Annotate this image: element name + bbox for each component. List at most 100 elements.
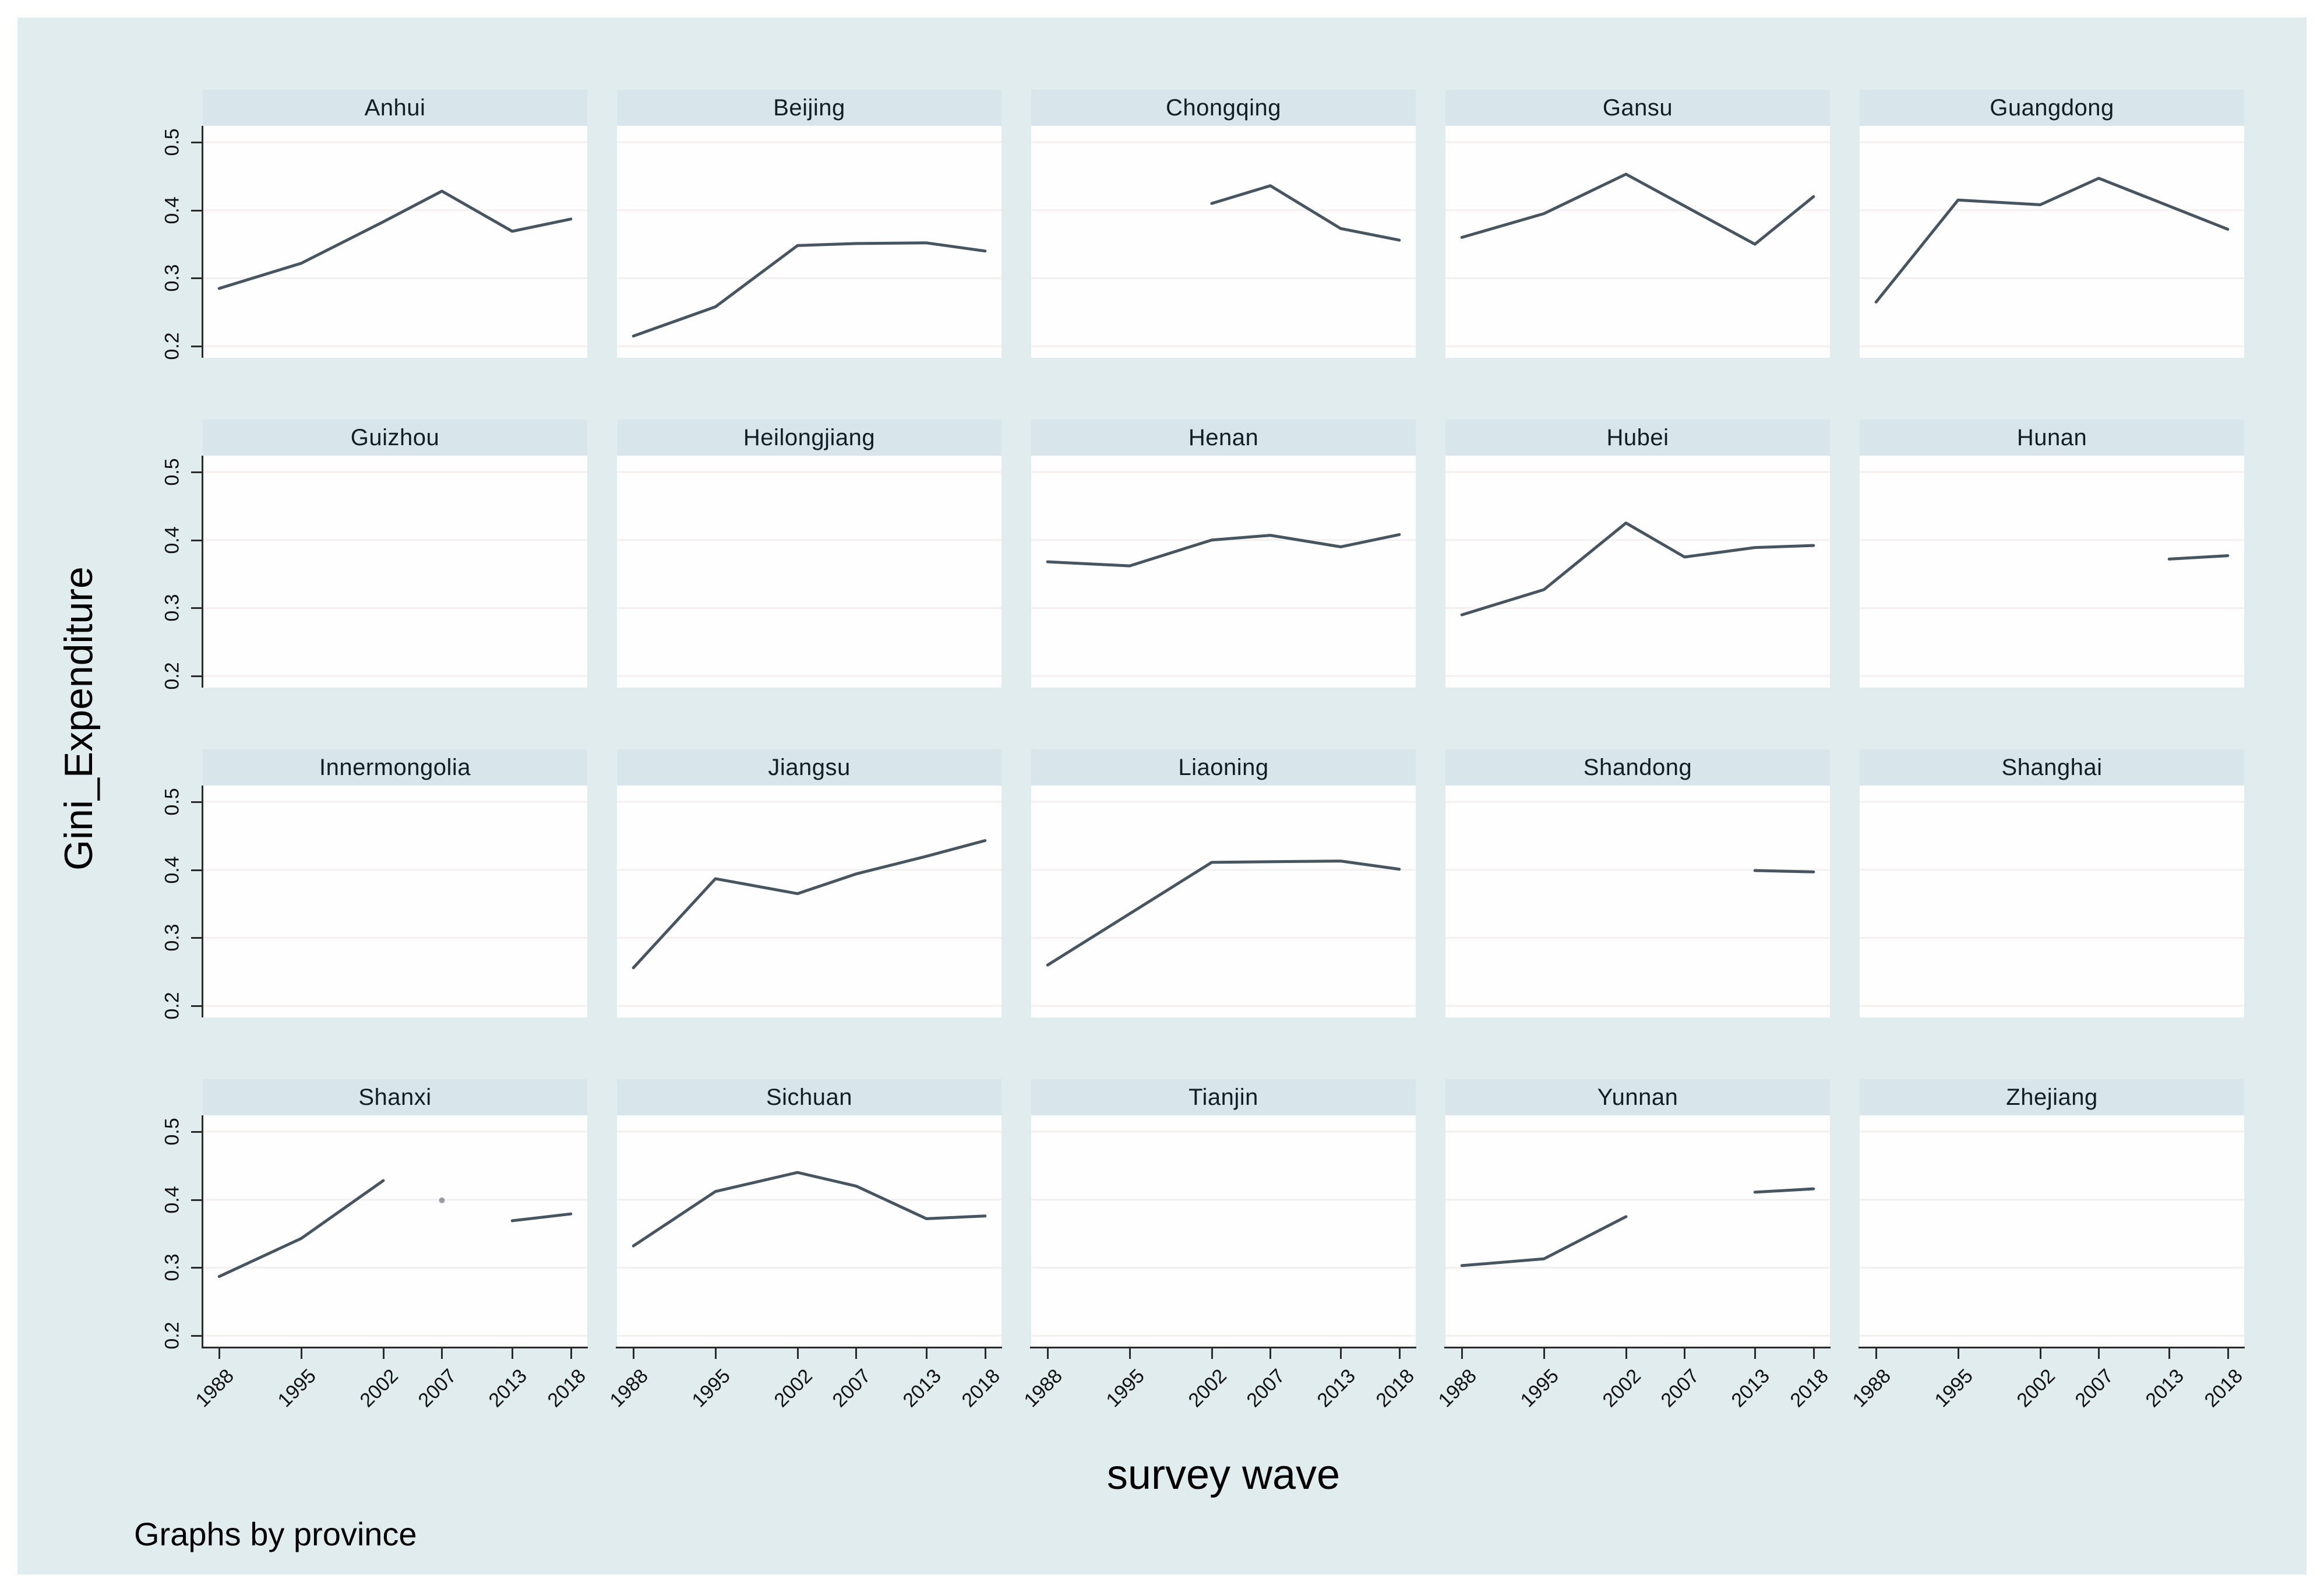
- y-axis-line: [202, 786, 203, 1017]
- y-tick-label: 0.4: [161, 526, 184, 554]
- y-tick-label: 0.2: [161, 1322, 184, 1350]
- x-axis-line: [616, 1347, 1002, 1348]
- x-tick: [984, 1348, 986, 1359]
- y-tick: [191, 142, 202, 143]
- panel-title: Shanghai: [1860, 749, 2244, 786]
- line-yunnan: [1460, 1215, 1628, 1267]
- x-tick-label: 2013: [2141, 1365, 2189, 1412]
- panel-title: Shandong: [1445, 749, 1830, 786]
- x-tick: [855, 1348, 858, 1359]
- line-liaoning: [1046, 860, 1401, 967]
- panel-chongqing: Chongqing: [1031, 90, 1416, 358]
- panel-liaoning: Liaoning: [1031, 749, 1416, 1017]
- panel-chart: [1031, 1130, 1416, 1337]
- y-axis-line: [202, 1115, 203, 1347]
- x-tick: [512, 1348, 514, 1359]
- panel-chart: [1860, 1130, 2244, 1337]
- x-tick: [2168, 1348, 2171, 1359]
- panel-title: Innermongolia: [203, 749, 587, 786]
- y-tick: [191, 539, 202, 541]
- x-tick-label: 1988: [191, 1365, 239, 1412]
- panel-beijing: Beijing: [617, 90, 1001, 358]
- panel-guizhou: Guizhou: [191, 420, 587, 688]
- line-hunan: [2167, 554, 2230, 561]
- x-axis-line: [1444, 1347, 1831, 1348]
- y-tick-label: 0.4: [161, 1186, 184, 1214]
- line-guangdong: [1874, 177, 2230, 304]
- x-tick-label: 2018: [543, 1365, 590, 1412]
- y-tick-label: 0.3: [161, 264, 184, 293]
- y-tick: [191, 1335, 202, 1337]
- line-hubei: [1460, 522, 1815, 617]
- panel-chart: [617, 1130, 1001, 1337]
- x-tick-label: 1988: [605, 1365, 653, 1412]
- panel-innermongolia: Innermongolia: [191, 749, 587, 1017]
- panel-chart: [617, 801, 1001, 1007]
- panel-shandong: Shandong: [1445, 749, 1830, 1017]
- x-axis-line: [202, 1347, 588, 1348]
- panel-title: Liaoning: [1031, 749, 1416, 786]
- x-tick-label: 1988: [1020, 1365, 1067, 1412]
- x-tick: [1461, 1348, 1463, 1359]
- panel-title: Yunnan: [1445, 1079, 1830, 1115]
- y-axis-line: [202, 456, 203, 688]
- x-tick-label: 2002: [770, 1365, 817, 1412]
- y-tick-label: 0.2: [161, 332, 184, 360]
- panel-chart: [203, 141, 587, 347]
- x-tick-label: 2002: [1598, 1365, 1645, 1412]
- y-tick-label: 0.5: [161, 128, 184, 156]
- x-axis-line: [1030, 1347, 1416, 1348]
- panel-plot: [617, 786, 1001, 1017]
- x-tick-label: 1988: [1434, 1365, 1482, 1412]
- x-tick: [2098, 1348, 2100, 1359]
- x-tick: [1625, 1348, 1627, 1359]
- y-tick: [191, 346, 202, 348]
- x-tick: [1269, 1348, 1272, 1359]
- panel-plot: [1445, 126, 1830, 358]
- line-anhui: [217, 189, 573, 290]
- x-tick-label: 2018: [1371, 1365, 1419, 1412]
- panel-chart: [203, 801, 587, 1007]
- panel-jiangsu: Jiangsu: [617, 749, 1001, 1017]
- panel-title: Guizhou: [203, 420, 587, 456]
- panel-title: Anhui: [203, 90, 587, 126]
- panel-plot: [1031, 126, 1416, 358]
- x-tick-label: 2002: [355, 1365, 403, 1412]
- y-tick-label: 0.5: [161, 788, 184, 816]
- x-tick: [382, 1348, 385, 1359]
- panel-yunnan: Yunnan: [1444, 1079, 1831, 1359]
- panel-plot: [1444, 1115, 1831, 1359]
- panel-chart: [1031, 141, 1416, 347]
- y-tick: [191, 675, 202, 678]
- y-tick: [191, 471, 202, 473]
- y-axis-title: Gini_Expenditure: [57, 566, 101, 871]
- line-sichuan: [632, 1171, 987, 1248]
- x-tick: [1340, 1348, 1342, 1359]
- panel-plot: [1031, 786, 1416, 1017]
- panel-chart: [1031, 801, 1416, 1007]
- x-tick-label: 2002: [1184, 1365, 1231, 1412]
- x-tick: [1543, 1348, 1546, 1359]
- x-tick-label: 1995: [1516, 1365, 1563, 1412]
- x-tick: [715, 1348, 717, 1359]
- line-shanxi: [510, 1212, 573, 1223]
- y-tick: [191, 1131, 202, 1133]
- panel-plot: [191, 456, 587, 688]
- x-tick-label: 1995: [1930, 1365, 1977, 1412]
- panel-plot: [191, 786, 587, 1017]
- panel-title: Zhejiang: [1860, 1079, 2244, 1115]
- y-tick-label: 0.3: [161, 1253, 184, 1282]
- panel-plot: [617, 456, 1001, 688]
- x-tick: [1875, 1348, 1878, 1359]
- x-tick-label: 2007: [828, 1365, 876, 1412]
- y-tick: [191, 607, 202, 610]
- y-tick: [191, 869, 202, 871]
- y-tick-label: 0.5: [161, 458, 184, 486]
- panel-plot: [1030, 1115, 1416, 1359]
- panel-title: Gansu: [1445, 90, 1830, 126]
- x-tick-label: 2013: [484, 1365, 532, 1412]
- x-tick: [2039, 1348, 2041, 1359]
- panel-plot: [1859, 1115, 2245, 1359]
- y-tick: [191, 937, 202, 939]
